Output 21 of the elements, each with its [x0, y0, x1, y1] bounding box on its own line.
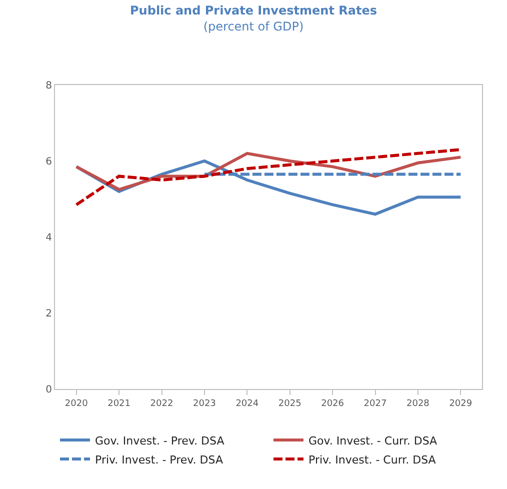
x-tick-label: 2023	[192, 398, 216, 409]
legend-label: Priv. Invest. - Prev. DSA	[95, 453, 224, 466]
legend-label: Gov. Invest. - Curr. DSA	[308, 434, 438, 448]
x-tick-label: 2027	[364, 398, 387, 409]
legend-label: Priv. Invest. - Curr. DSA	[308, 453, 436, 466]
x-tick-label: 2025	[278, 398, 302, 409]
x-tick-label: 2022	[150, 398, 174, 409]
x-tick-label: 2020	[64, 398, 88, 409]
y-tick-label: 8	[46, 80, 52, 92]
x-tick-label: 2028	[406, 398, 430, 409]
chart-title: Public and Private Investment Rates	[130, 4, 377, 18]
legend-label: Gov. Invest. - Prev. DSA	[95, 434, 225, 448]
x-tick-label: 2021	[108, 398, 131, 409]
x-tick-label: 2029	[449, 398, 472, 409]
y-tick-label: 4	[46, 232, 52, 244]
y-tick-label: 6	[46, 156, 52, 168]
y-tick-label: 0	[46, 384, 52, 396]
y-tick-label: 2	[46, 308, 52, 320]
x-tick-label: 2026	[321, 398, 344, 409]
chart-subtitle: (percent of GDP)	[203, 19, 304, 34]
x-tick-label: 2024	[236, 398, 259, 409]
